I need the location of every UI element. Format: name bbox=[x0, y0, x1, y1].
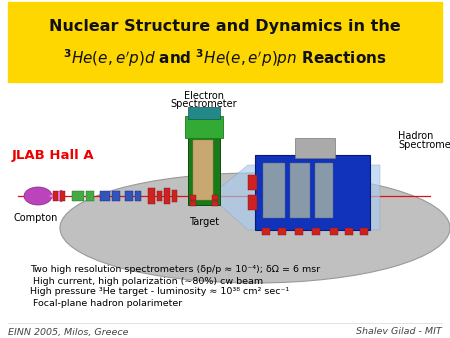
FancyBboxPatch shape bbox=[360, 228, 368, 235]
Text: EINN 2005, Milos, Greece: EINN 2005, Milos, Greece bbox=[8, 328, 129, 337]
Text: Shalev Gilad - MIT: Shalev Gilad - MIT bbox=[356, 328, 442, 337]
Text: Spectrometer: Spectrometer bbox=[171, 99, 237, 109]
FancyBboxPatch shape bbox=[248, 175, 257, 190]
FancyBboxPatch shape bbox=[190, 201, 196, 206]
FancyBboxPatch shape bbox=[164, 188, 170, 204]
Text: Compton: Compton bbox=[14, 213, 58, 223]
Text: JLAB Hall A: JLAB Hall A bbox=[12, 148, 94, 162]
FancyBboxPatch shape bbox=[212, 201, 218, 206]
FancyBboxPatch shape bbox=[188, 135, 220, 205]
Text: High pressure ³He target - luminosity ≈ 10³⁸ cm² sec⁻¹: High pressure ³He target - luminosity ≈ … bbox=[30, 288, 289, 296]
Text: Nuclear Structure and Dynamics in the: Nuclear Structure and Dynamics in the bbox=[49, 19, 401, 33]
FancyBboxPatch shape bbox=[345, 228, 353, 235]
FancyBboxPatch shape bbox=[190, 195, 196, 200]
FancyBboxPatch shape bbox=[212, 195, 218, 200]
FancyBboxPatch shape bbox=[295, 138, 335, 158]
Text: $^{\mathbf{3}}$$\mathbf{\it{He(e,e'p)d}}$$\mathbf{\ and\ }$$^{\mathbf{3}}$$\math: $^{\mathbf{3}}$$\mathbf{\it{He(e,e'p)d}}… bbox=[63, 47, 387, 69]
FancyBboxPatch shape bbox=[72, 191, 84, 201]
FancyBboxPatch shape bbox=[60, 191, 65, 201]
Text: Two high resolution spectrometers (δp/p ≈ 10⁻⁴); δΩ = 6 msr: Two high resolution spectrometers (δp/p … bbox=[30, 266, 320, 274]
FancyBboxPatch shape bbox=[112, 191, 120, 201]
FancyBboxPatch shape bbox=[135, 191, 141, 201]
FancyBboxPatch shape bbox=[290, 163, 310, 218]
FancyBboxPatch shape bbox=[8, 2, 442, 82]
FancyBboxPatch shape bbox=[255, 155, 370, 230]
FancyBboxPatch shape bbox=[172, 190, 177, 202]
Ellipse shape bbox=[24, 187, 52, 205]
FancyBboxPatch shape bbox=[148, 188, 155, 204]
FancyBboxPatch shape bbox=[295, 228, 303, 235]
FancyBboxPatch shape bbox=[263, 163, 285, 218]
FancyBboxPatch shape bbox=[248, 195, 257, 210]
FancyBboxPatch shape bbox=[125, 191, 133, 201]
FancyBboxPatch shape bbox=[86, 191, 94, 201]
FancyBboxPatch shape bbox=[53, 191, 58, 201]
Polygon shape bbox=[48, 190, 62, 202]
FancyBboxPatch shape bbox=[262, 228, 270, 235]
FancyBboxPatch shape bbox=[312, 228, 320, 235]
Text: Spectrometer: Spectrometer bbox=[398, 140, 450, 150]
FancyBboxPatch shape bbox=[193, 140, 213, 200]
FancyBboxPatch shape bbox=[185, 116, 223, 138]
Text: Electron: Electron bbox=[184, 91, 224, 101]
FancyBboxPatch shape bbox=[157, 191, 162, 201]
Text: Focal-plane hadron polarimeter: Focal-plane hadron polarimeter bbox=[30, 298, 182, 308]
Text: High current, high polarization (∼80%) cw beam: High current, high polarization (∼80%) c… bbox=[30, 276, 263, 286]
FancyBboxPatch shape bbox=[330, 228, 338, 235]
Text: Hadron: Hadron bbox=[398, 131, 433, 141]
FancyBboxPatch shape bbox=[188, 107, 220, 119]
Polygon shape bbox=[210, 165, 380, 230]
Text: Target: Target bbox=[189, 217, 219, 227]
FancyBboxPatch shape bbox=[100, 191, 110, 201]
FancyBboxPatch shape bbox=[315, 163, 333, 218]
FancyBboxPatch shape bbox=[278, 228, 286, 235]
Ellipse shape bbox=[60, 173, 450, 283]
